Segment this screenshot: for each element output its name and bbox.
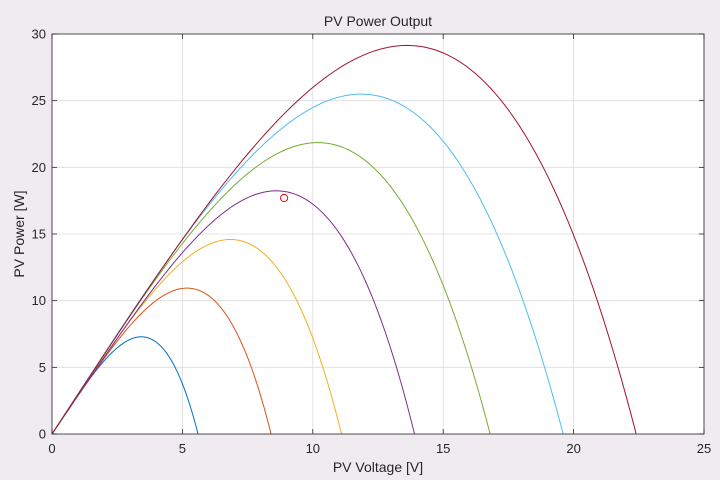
- operating-point-marker: [280, 193, 289, 203]
- series-layer: [51, 44, 637, 435]
- x-axis-label: PV Voltage [V]: [333, 459, 423, 475]
- y-tick-label: 0: [39, 427, 46, 442]
- y-tick-label: 25: [32, 93, 46, 108]
- y-tick-label: 20: [32, 160, 46, 175]
- y-tick-label: 15: [32, 227, 46, 242]
- x-tick-label: 5: [179, 441, 186, 456]
- y-axis-label: PV Power [W]: [11, 190, 27, 277]
- chart-title: PV Power Output: [324, 13, 432, 29]
- x-tick-label: 15: [436, 441, 450, 456]
- series-line-4: [51, 190, 415, 435]
- y-tick-label: 10: [32, 293, 46, 308]
- axis-ticks: 0 5 10 15 20 25 0 5 10 15 20 25 30: [32, 27, 712, 457]
- x-tick-label: 10: [306, 441, 320, 456]
- marker-layer: [280, 193, 289, 203]
- x-tick-label: 0: [48, 441, 55, 456]
- x-tick-label: 20: [566, 441, 580, 456]
- series-line-7: [51, 44, 637, 435]
- x-tick-label: 25: [697, 441, 711, 456]
- y-tick-label: 30: [32, 27, 46, 42]
- y-tick-label: 5: [39, 360, 46, 375]
